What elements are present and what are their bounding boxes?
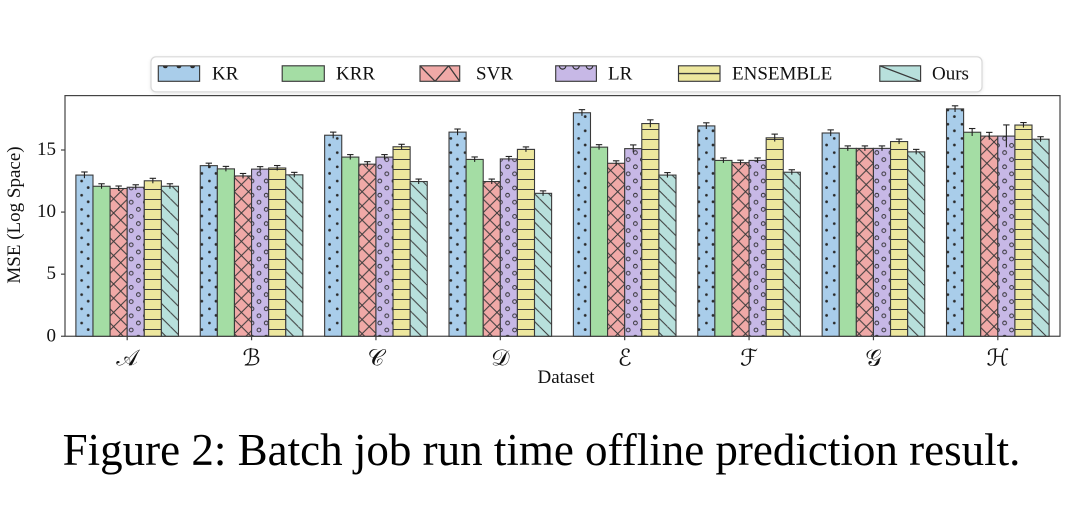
svg-text:0: 0 xyxy=(47,325,57,346)
svg-text:ℋ: ℋ xyxy=(986,345,1009,370)
svg-text:𝒢: 𝒢 xyxy=(865,345,881,370)
svg-text:10: 10 xyxy=(37,201,56,222)
svg-text:ℱ: ℱ xyxy=(740,345,758,370)
svg-text:LR: LR xyxy=(608,63,633,84)
svg-text:KR: KR xyxy=(212,63,239,84)
svg-text:15: 15 xyxy=(37,139,56,160)
svg-text:Dataset: Dataset xyxy=(538,367,596,388)
svg-text:ENSEMBLE: ENSEMBLE xyxy=(732,63,832,84)
svg-text:ℬ: ℬ xyxy=(243,345,261,370)
svg-text:𝒟: 𝒟 xyxy=(491,345,510,370)
svg-text:SVR: SVR xyxy=(476,63,513,84)
svg-text:𝒜: 𝒜 xyxy=(116,345,140,370)
svg-text:KRR: KRR xyxy=(336,63,375,84)
svg-text:𝒞: 𝒞 xyxy=(368,345,387,370)
svg-text:ℰ: ℰ xyxy=(618,345,632,370)
svg-text:MSE (Log Space): MSE (Log Space) xyxy=(4,146,25,283)
svg-text:5: 5 xyxy=(47,263,57,284)
svg-text:Ours: Ours xyxy=(932,63,969,84)
